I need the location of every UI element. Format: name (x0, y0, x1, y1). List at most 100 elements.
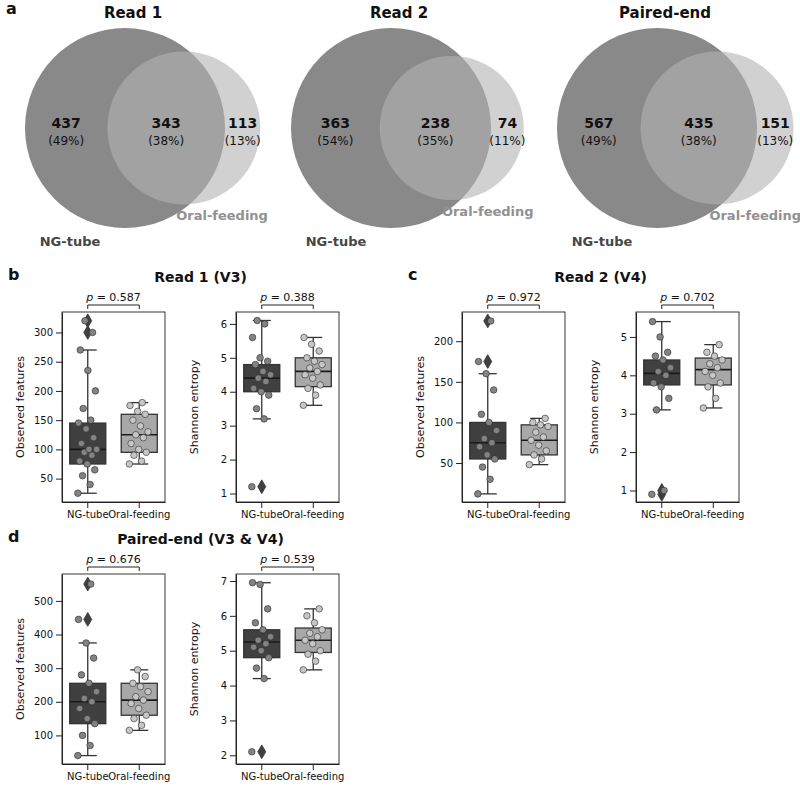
y-tick-mark (456, 341, 462, 342)
y-tick-mark (230, 651, 236, 652)
data-point (258, 388, 265, 395)
y-tick-mark (56, 332, 62, 333)
data-point (311, 620, 318, 627)
y-axis: 123456 (221, 313, 237, 503)
median (470, 442, 506, 444)
data-point (128, 700, 135, 707)
venn-circle (641, 52, 794, 205)
y-tick-label: 6 (221, 611, 227, 622)
data-point (319, 361, 326, 368)
data-point (255, 637, 262, 644)
whisker-cap (79, 493, 97, 494)
data-point (139, 399, 146, 406)
x-tick-label: NG-tube (241, 509, 283, 520)
data-point (75, 490, 82, 497)
data-point (719, 357, 726, 364)
y-tick-label: 4 (621, 370, 627, 381)
median (695, 369, 731, 371)
data-point (77, 347, 84, 354)
data-point (316, 348, 323, 355)
venn-percentage: (54%) (317, 134, 353, 148)
whisker-cap (479, 493, 497, 494)
y-tick-label: 50 (440, 458, 453, 469)
y-tick-label: 150 (434, 377, 453, 388)
y-tick-label: 3 (221, 715, 227, 726)
x-tick: NG-tube (641, 502, 683, 520)
data-point (131, 715, 138, 722)
box (121, 683, 157, 715)
y-tick-label: 1 (221, 488, 227, 499)
y-tick-label: 400 (34, 629, 53, 640)
data-point (78, 672, 85, 679)
panel-c: cRead 2 (V4)50100150200NG-tubeOral-feedi… (408, 265, 744, 520)
data-point (78, 440, 85, 447)
data-point (93, 688, 100, 695)
data-point (252, 620, 259, 627)
data-point (526, 461, 533, 468)
plot-frame (462, 312, 565, 502)
x-tick: NG-tube (241, 764, 283, 782)
data-point (478, 411, 485, 418)
data-point (476, 443, 483, 450)
data-point (312, 658, 319, 665)
data-point (87, 742, 94, 749)
venn-set-label: NG-tube (306, 234, 367, 249)
data-point (491, 456, 498, 463)
data-point (528, 437, 535, 444)
significance-bracket (262, 305, 314, 309)
data-point (261, 416, 268, 423)
y-tick: 5 (621, 332, 636, 343)
outlier (84, 612, 92, 626)
x-tick-mark (661, 502, 662, 508)
whisker (87, 350, 88, 423)
data-point (127, 402, 134, 409)
outlier (258, 745, 266, 759)
data-point (257, 355, 264, 362)
whisker (261, 658, 262, 679)
significance-bracket (262, 567, 314, 571)
y-axis: 50100150200250300 (34, 313, 63, 503)
whisker (261, 583, 262, 630)
data-point (140, 434, 147, 441)
x-tick-mark (261, 764, 262, 770)
data-point (253, 405, 260, 412)
data-point (716, 341, 723, 348)
x-tick: Oral-feeding (282, 502, 344, 520)
data-point (264, 606, 271, 613)
y-tick-label: 200 (34, 696, 53, 707)
data-point (487, 318, 494, 325)
y-tick: 100 (434, 417, 462, 428)
whisker (487, 374, 488, 423)
y-tick-label: 500 (34, 596, 53, 607)
data-point (265, 392, 272, 399)
data-point (80, 405, 87, 412)
plot-frame (636, 312, 739, 502)
data-point (138, 458, 145, 465)
y-tick-label: 2 (221, 454, 227, 465)
y-tick-label: 200 (34, 386, 53, 397)
x-tick: Oral-feeding (108, 764, 170, 782)
panel-title: Read 2 (V4) (554, 269, 647, 285)
box (644, 360, 680, 385)
data-point (479, 464, 486, 471)
box (244, 365, 280, 392)
x-axis: NG-tubeOral-feeding (637, 502, 745, 520)
y-axis-line (236, 313, 237, 503)
data-point (308, 341, 315, 348)
y-tick: 6 (221, 611, 236, 622)
x-axis-line (463, 502, 566, 503)
data-point (543, 448, 550, 455)
y-tick-label: 4 (221, 386, 227, 397)
y-tick-mark (230, 616, 236, 617)
data-point (663, 372, 670, 379)
data-point (650, 380, 657, 387)
median (295, 371, 331, 373)
x-axis: NG-tubeOral-feeding (237, 764, 345, 782)
y-tick: 4 (221, 386, 236, 397)
y-tick: 500 (34, 596, 62, 607)
y-tick-mark (56, 635, 62, 636)
y-tick: 250 (34, 356, 62, 367)
data-point (79, 732, 86, 739)
data-point (709, 372, 716, 379)
whisker-cap (79, 755, 97, 756)
